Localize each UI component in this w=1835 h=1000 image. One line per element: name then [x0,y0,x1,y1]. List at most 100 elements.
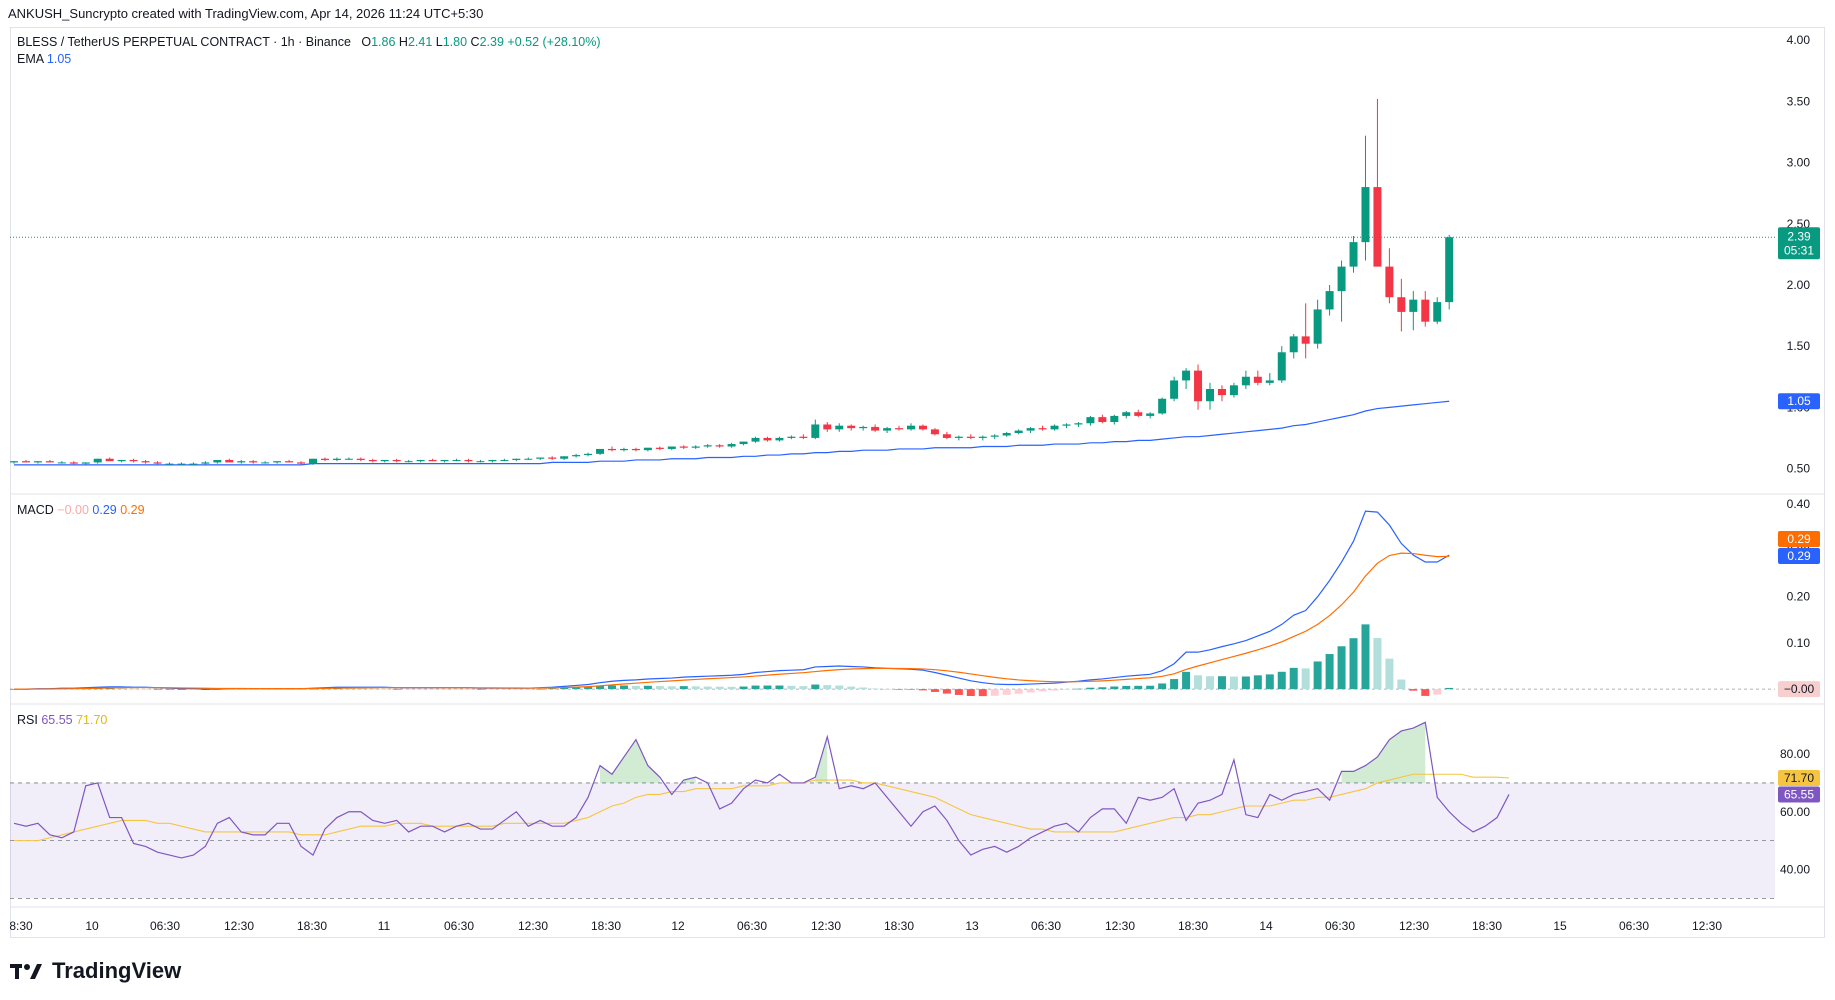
macd-histogram-bar [1098,687,1107,690]
candle-body [787,436,796,438]
candle-body [524,458,533,460]
symbol-title[interactable]: BLESS / TetherUS PERPETUAL CONTRACT · 1h… [17,35,351,49]
macd-histogram-bar [249,689,258,690]
time-axis-tick: 12:30 [518,919,548,933]
macd-histogram-bar [1062,689,1071,690]
macd-histogram-bar [548,688,557,690]
candle-body [1409,299,1418,312]
candle-body [1301,336,1310,344]
time-axis-tick: 06:30 [1031,919,1061,933]
macd-histogram-bar [117,688,126,690]
candle-body [763,437,772,441]
time-axis-tick: 12:30 [1105,919,1135,933]
ema-value: 1.05 [46,52,72,66]
macd-line-tag-value: 0.29 [1787,549,1811,563]
macd-histogram-bar [703,686,712,690]
macd-histogram-bar [165,689,174,690]
candle-body [356,458,365,460]
rsi-overbought-fill [683,777,696,783]
candle-body [117,459,126,462]
candle-body [1361,187,1370,243]
rsi-legend[interactable]: RSI 65.55 71.70 [17,713,107,727]
macd-histogram-bar [942,689,951,694]
macd-axis-tick: 0.40 [1787,497,1811,511]
macd-histogram-bar [1445,687,1454,690]
candle-body [225,459,234,463]
candle-body [907,425,915,430]
candle-body [249,461,258,463]
candle-body [847,425,856,429]
candle-body [273,461,282,463]
macd-line-value: 0.29 [92,503,117,517]
candle-body [811,424,820,438]
macd-histogram-bar [1014,689,1023,694]
candle-body [189,463,198,465]
macd-histogram-bar [1182,671,1191,690]
macd-line-tag [1778,548,1820,564]
macd-histogram-bar [739,686,748,690]
time-axis-tick: 18:30 [884,919,914,933]
candle-body [536,457,545,459]
macd-histogram-bar [751,685,760,690]
macd-legend[interactable]: MACD −0.00 0.29 0.29 [17,503,145,517]
candle-body [21,461,30,463]
time-axis-tick: 06:30 [737,919,767,933]
ema-line [14,400,1450,466]
candle-body [1194,370,1203,402]
rsi-value: 65.55 [41,713,73,727]
high-label: H [398,35,408,49]
price-axis-tick: 3.50 [1787,94,1811,108]
macd-histogram-bar [1134,685,1143,690]
time-axis-tick: 11 [378,919,391,933]
time-axis-tick: 18:30 [297,919,327,933]
macd-histogram-bar [1217,676,1226,690]
macd-histogram-bar [966,689,975,696]
candle-body [942,434,951,438]
candle-body [679,446,688,448]
candle-body [751,437,760,442]
candle-body [440,459,449,462]
macd-histogram-bar [297,689,306,690]
macd-histogram-bar [488,689,497,690]
candle-body [1313,309,1322,344]
macd-histogram-bar [691,686,700,690]
macd-histogram-bar [596,685,605,690]
ema-label: EMA [17,52,44,66]
macd-histogram-bar [560,687,569,690]
macd-histogram-bar [667,686,676,690]
candle-body [1397,297,1406,312]
macd-histogram-bar [1277,671,1286,690]
macd-histogram-bar [1110,686,1119,690]
candle-body [261,462,270,464]
candle-body [476,461,485,463]
macd-histogram-bar [1289,667,1298,690]
candle-body [1337,266,1346,292]
candle-body [1050,425,1059,430]
time-axis-tick: 10 [85,919,99,933]
candle-body [631,448,640,451]
chart-attribution: ANKUSH_Suncrypto created with TradingVie… [8,6,484,21]
candle-body [368,459,377,462]
candle-body [1206,388,1214,402]
macd-line [14,510,1450,690]
candle-body [45,461,54,463]
candle-body [918,425,927,430]
ema-price-tag-value: 1.05 [1787,394,1811,408]
candle-body [500,459,509,461]
tradingview-logo[interactable]: TradingView [10,958,181,984]
macd-histogram-bar [1301,668,1310,690]
macd-histogram-bar [189,689,198,690]
candle-body [177,463,186,465]
candle-body [1182,370,1191,381]
macd-histogram-bar [476,689,485,690]
candle-body [201,462,210,464]
ema-legend[interactable]: EMA 1.05 [17,52,71,66]
macd-histogram-bar [775,685,784,690]
macd-histogram-bar [727,686,736,690]
macd-histogram-bar [787,685,796,690]
time-axis-tick: 12:30 [1399,919,1429,933]
macd-histogram-bar [500,689,509,690]
candle-body [1349,242,1358,267]
macd-histogram-bar [1265,674,1274,690]
